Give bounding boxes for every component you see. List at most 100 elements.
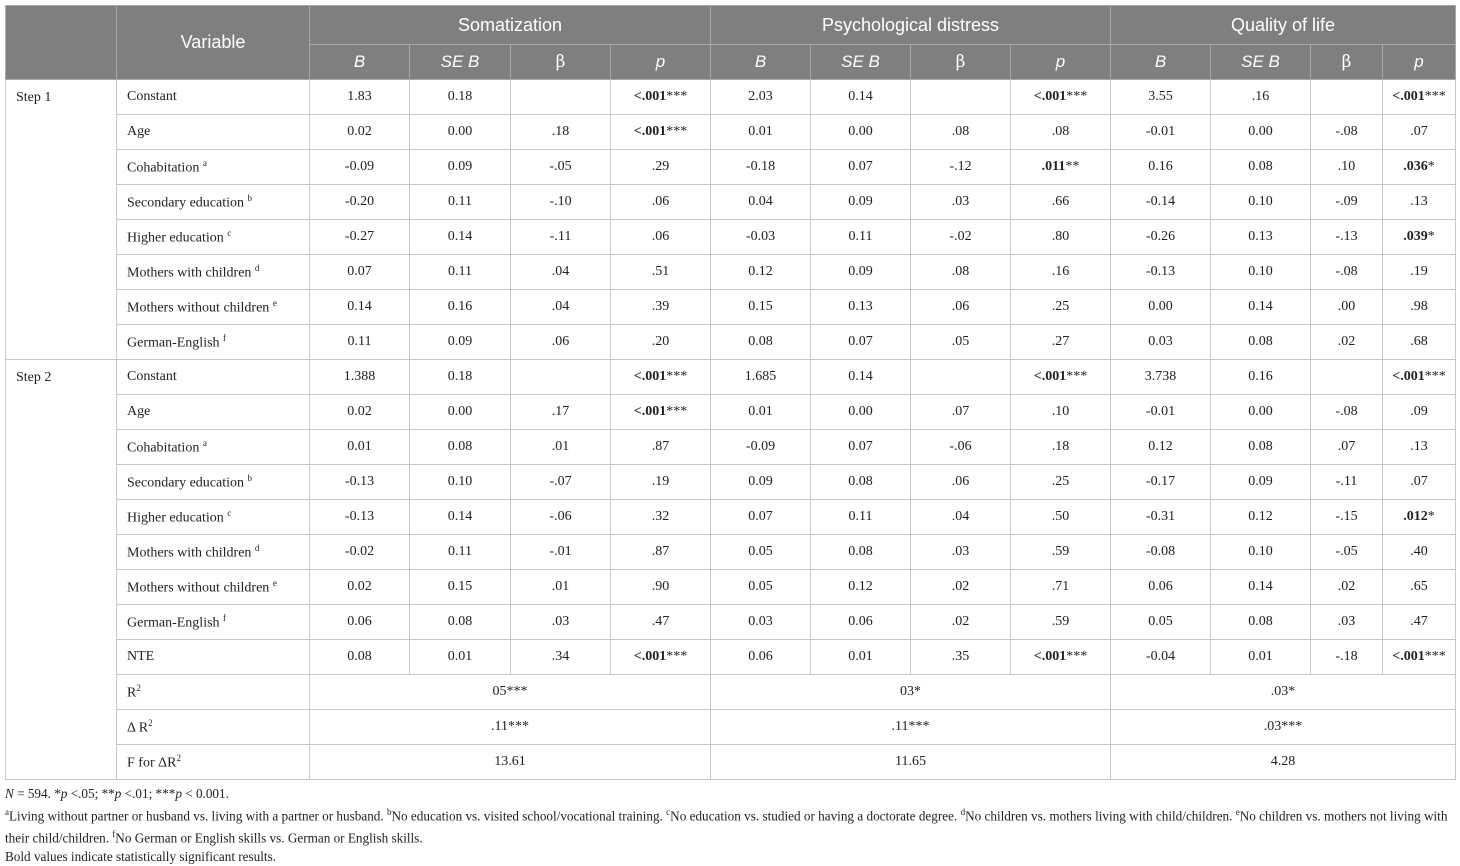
variable-name: German-English xyxy=(127,615,220,631)
significant-value: .012 xyxy=(1403,509,1428,524)
value-cell: 0.05 xyxy=(1110,604,1212,640)
value-cell: 2.03 xyxy=(710,79,811,115)
significance-stars: * xyxy=(1427,229,1435,244)
value-cell: -0.08 xyxy=(1110,534,1212,570)
value-cell: .27 xyxy=(1009,324,1112,360)
significance-stars: ** xyxy=(1065,159,1080,174)
value-cell: .02 xyxy=(1310,569,1384,605)
footnote-marker: b xyxy=(386,807,392,817)
value-cell: .50 xyxy=(1009,499,1112,535)
summary-label-text: Δ R xyxy=(127,720,149,736)
value-cell: .34 xyxy=(510,639,611,675)
value-cell: 0.03 xyxy=(710,604,811,640)
variable-cell: Secondary education b xyxy=(116,184,310,220)
variable-cell: Constant xyxy=(116,359,310,395)
value-cell: .16 xyxy=(1210,79,1312,115)
value-cell: 0.11 xyxy=(810,219,911,255)
footnote-marker: d xyxy=(254,262,260,273)
value-cell: 0.08 xyxy=(1210,149,1312,185)
header-group: Quality of life xyxy=(1110,5,1457,45)
value-cell xyxy=(1310,79,1384,115)
value-cell: .09 xyxy=(1382,394,1457,430)
summary-value: 4.28 xyxy=(1110,744,1457,780)
value-cell: .51 xyxy=(610,254,711,290)
value-cell: -0.27 xyxy=(309,219,410,255)
variable-name: German-English xyxy=(127,335,220,351)
variable-cell: Mothers with children d xyxy=(116,534,310,570)
footnotes: aLiving without partner or husband vs. l… xyxy=(5,803,1457,848)
value-cell: 0.00 xyxy=(1210,114,1312,150)
variable-name: Constant xyxy=(127,369,177,384)
variable-cell: Higher education c xyxy=(116,499,310,535)
value-cell: .25 xyxy=(1009,289,1112,325)
value-cell: 0.09 xyxy=(1210,464,1312,500)
value-cell: 0.07 xyxy=(810,324,911,360)
variable-name: Cohabitation xyxy=(127,160,200,176)
variable-cell: Age xyxy=(116,394,310,430)
header-subcol: p xyxy=(1009,44,1112,80)
value-cell: 0.05 xyxy=(710,569,811,605)
value-cell: .07 xyxy=(1382,114,1457,150)
table-row: Cohabitation a -0.09 0.09 -.05.29 -0.18 0.07-… xyxy=(6,149,1457,185)
value-cell: .07 xyxy=(1310,429,1384,465)
footnote-text: No children vs. mothers living with chil… xyxy=(965,808,1236,824)
value-cell: 0.09 xyxy=(409,324,511,360)
variable-name: Mothers with children xyxy=(127,265,252,281)
value-cell: 0.09 xyxy=(810,254,911,290)
value-cell: -.06 xyxy=(510,499,611,535)
value-cell: 0.06 xyxy=(1110,569,1212,605)
footnote-marker: b xyxy=(247,472,253,483)
significant-value: <.001 xyxy=(633,649,667,664)
significant-value: <.001 xyxy=(1033,369,1067,384)
value-cell: .59 xyxy=(1009,534,1112,570)
variable-cell: Higher education c xyxy=(116,219,310,255)
table-row: Age 0.02 0.00.18 <.001*** 0.01 0.00.08.08 -0.0… xyxy=(6,114,1457,150)
value-cell: -0.02 xyxy=(309,534,410,570)
value-cell: .18 xyxy=(510,114,611,150)
value-cell: 0.04 xyxy=(710,184,811,220)
significant-value: .036 xyxy=(1403,159,1428,174)
value-cell: 0.08 xyxy=(810,464,911,500)
value-cell: .00 xyxy=(1310,289,1384,325)
significant-value: .039 xyxy=(1403,229,1428,244)
header-subcol: SE B xyxy=(1210,44,1312,80)
value-cell: 0.06 xyxy=(810,604,911,640)
value-cell: .20 xyxy=(610,324,711,360)
value-cell: -0.09 xyxy=(710,429,811,465)
value-cell: -.11 xyxy=(510,219,611,255)
value-cell: <.001*** xyxy=(610,394,711,430)
significance-stars: *** xyxy=(666,369,688,384)
variable-cell: Secondary education b xyxy=(116,464,310,500)
footnote-marker: e xyxy=(1235,807,1240,817)
value-cell: 0.15 xyxy=(409,569,511,605)
footnote-marker: f xyxy=(223,332,227,343)
variable-name: Secondary education xyxy=(127,195,245,211)
value-cell: .19 xyxy=(1382,254,1457,290)
summary-value: .11*** xyxy=(709,709,1112,745)
value-cell: -0.18 xyxy=(710,149,811,185)
value-cell: .08 xyxy=(910,114,1011,150)
value-cell: 0.07 xyxy=(810,429,911,465)
value-cell: .02 xyxy=(910,569,1011,605)
value-cell: 0.09 xyxy=(810,184,911,220)
value-cell: -.05 xyxy=(510,149,611,185)
value-cell: -0.01 xyxy=(1110,114,1212,150)
value-cell: 0.14 xyxy=(810,79,911,115)
value-cell: -.08 xyxy=(1310,394,1384,430)
value-cell: 0.10 xyxy=(1210,254,1312,290)
table-row: Mothers without children e 0.02 0.15.01.90… xyxy=(6,569,1457,605)
value-cell: 0.10 xyxy=(1210,534,1312,570)
value-cell xyxy=(510,79,611,115)
value-cell: 0.14 xyxy=(1210,289,1312,325)
significant-value: <.001 xyxy=(633,89,667,104)
value-cell: 0.16 xyxy=(1110,149,1212,185)
value-cell: .17 xyxy=(510,394,611,430)
significance-stars: *** xyxy=(1066,89,1088,104)
variable-name: Age xyxy=(127,124,151,139)
header-subcol: B xyxy=(710,44,811,80)
value-cell: -.10 xyxy=(510,184,611,220)
value-cell: .03 xyxy=(1310,604,1384,640)
variable-cell: Cohabitation a xyxy=(116,149,310,185)
value-cell: -.18 xyxy=(1310,639,1384,675)
significant-value: <.001 xyxy=(1392,649,1425,664)
